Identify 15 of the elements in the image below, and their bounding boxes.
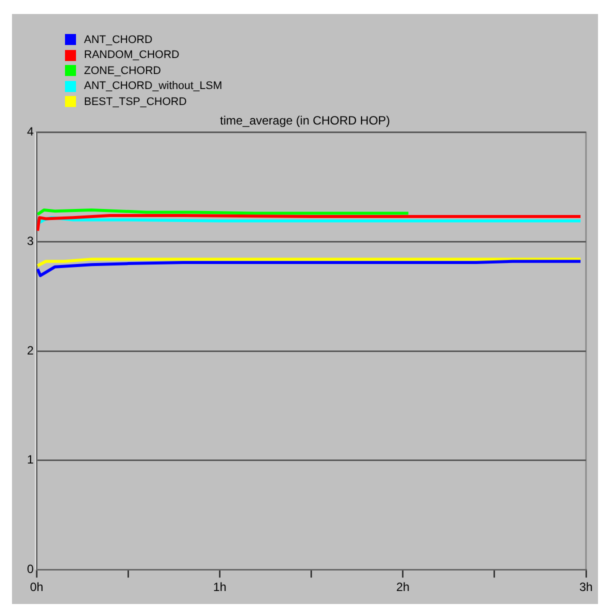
legend-label: BEST_TSP_CHORD [84, 96, 187, 108]
x-tick-label: 2h [396, 580, 410, 594]
x-tick-label: 1h [213, 580, 226, 594]
y-tick-label: 0 [26, 562, 34, 576]
y-tick-label: 2 [26, 343, 34, 358]
y-tick-label: 4 [26, 124, 34, 139]
x-tick-label: 0h [30, 580, 44, 594]
legend-label: ANT_CHORD_without_LSM [84, 80, 222, 92]
legend-label: ZONE_CHORD [84, 64, 162, 77]
legend-label: RANDOM_CHORD [84, 49, 180, 62]
chart-title: time_average (in CHORD HOP) [220, 114, 390, 128]
y-tick-label: 1 [26, 452, 34, 467]
legend-label: ANT_CHORD [84, 34, 152, 46]
y-tick-label: 3 [26, 234, 34, 248]
x-tick-label: 3h [579, 580, 593, 594]
